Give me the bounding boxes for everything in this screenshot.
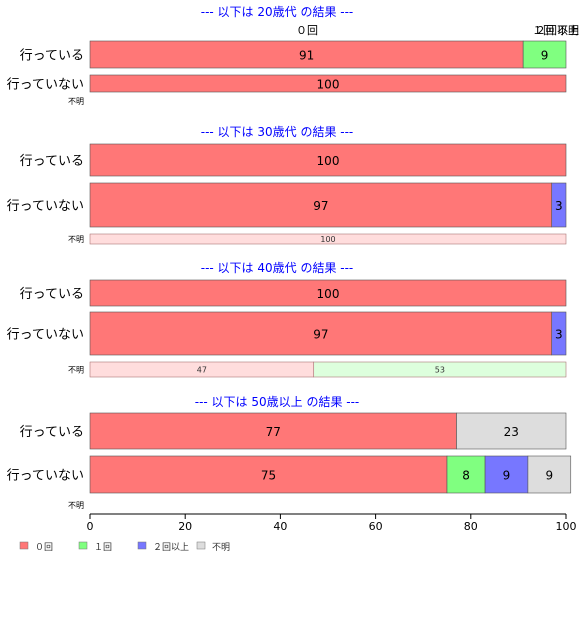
bar-segment [551,311,567,356]
data-label: 3 [555,199,563,213]
row-label: 不明 [68,501,84,510]
data-label: 91 [299,49,314,63]
bar-segment [522,40,567,69]
bar-segment [484,455,529,494]
data-label: 9 [546,469,554,483]
legend-swatch [137,541,147,550]
row-label: 不明 [68,97,84,106]
row-label: 行っていない [7,469,84,484]
panel-title: --- 以下は 20歳代 の結果 --- [201,5,354,19]
data-label: 100 [317,287,340,301]
legend-swatch [196,541,206,550]
data-label: 3 [555,328,563,342]
data-label: 77 [266,425,281,439]
top-category-label: ０回 [296,24,318,37]
panel-title: --- 以下は 40歳代 の結果 --- [201,261,354,275]
panel-title: --- 以下は 30歳代 の結果 --- [201,125,354,139]
bar-segment [89,233,567,245]
data-label: 53 [435,366,445,375]
legend-label: 不明 [212,542,230,553]
legend-label: ０回 [35,542,53,553]
bar-segment [89,311,553,356]
row-label: 行っている [20,49,84,64]
row-label: 不明 [68,235,84,244]
row-label: 行っている [20,425,84,440]
data-label: 8 [462,469,470,483]
data-label: 100 [320,235,335,244]
data-label: 9 [541,49,549,63]
row-label: 不明 [68,366,84,375]
data-label: 100 [317,154,340,168]
row-label: 行っていない [7,328,84,343]
bar-segment [89,143,567,177]
data-label: 97 [313,328,328,342]
top-category-label: １回 [532,24,554,37]
bar-segment [446,455,486,494]
data-label: 100 [317,78,340,92]
bar-segment [89,412,457,450]
bar-segment [89,455,448,494]
panel-title: --- 以下は 50歳以上 の結果 --- [195,395,360,409]
bar-segment [89,40,524,69]
bar-segment [313,361,567,378]
legend-swatch [78,541,88,550]
x-tick-label: 20 [178,520,192,533]
data-label: 97 [313,199,328,213]
bar-segment [527,455,572,494]
bar-segment [89,279,567,307]
top-category-label: 不明 [557,24,579,37]
row-label: 行っている [20,287,84,302]
top-category-label: ２回以上 [535,24,579,37]
bar-segment [551,182,567,228]
legend-label: ２回以上 [153,542,189,553]
x-tick-label: 40 [273,520,287,533]
row-label: 行っていない [7,199,84,214]
bar-segment [456,412,567,450]
bar-segment [89,74,567,93]
row-label: 行っている [20,154,84,169]
legend-label: １回 [94,542,112,553]
x-tick-label: 100 [556,520,577,533]
data-label: 75 [261,469,276,483]
x-tick-label: 60 [369,520,383,533]
data-label: 23 [504,425,519,439]
legend-swatch [19,541,29,550]
row-label: 行っていない [7,78,84,93]
data-label: 9 [503,469,511,483]
x-tick-label: 80 [464,520,478,533]
data-label: 47 [197,366,207,375]
x-tick-label: 0 [87,520,94,533]
